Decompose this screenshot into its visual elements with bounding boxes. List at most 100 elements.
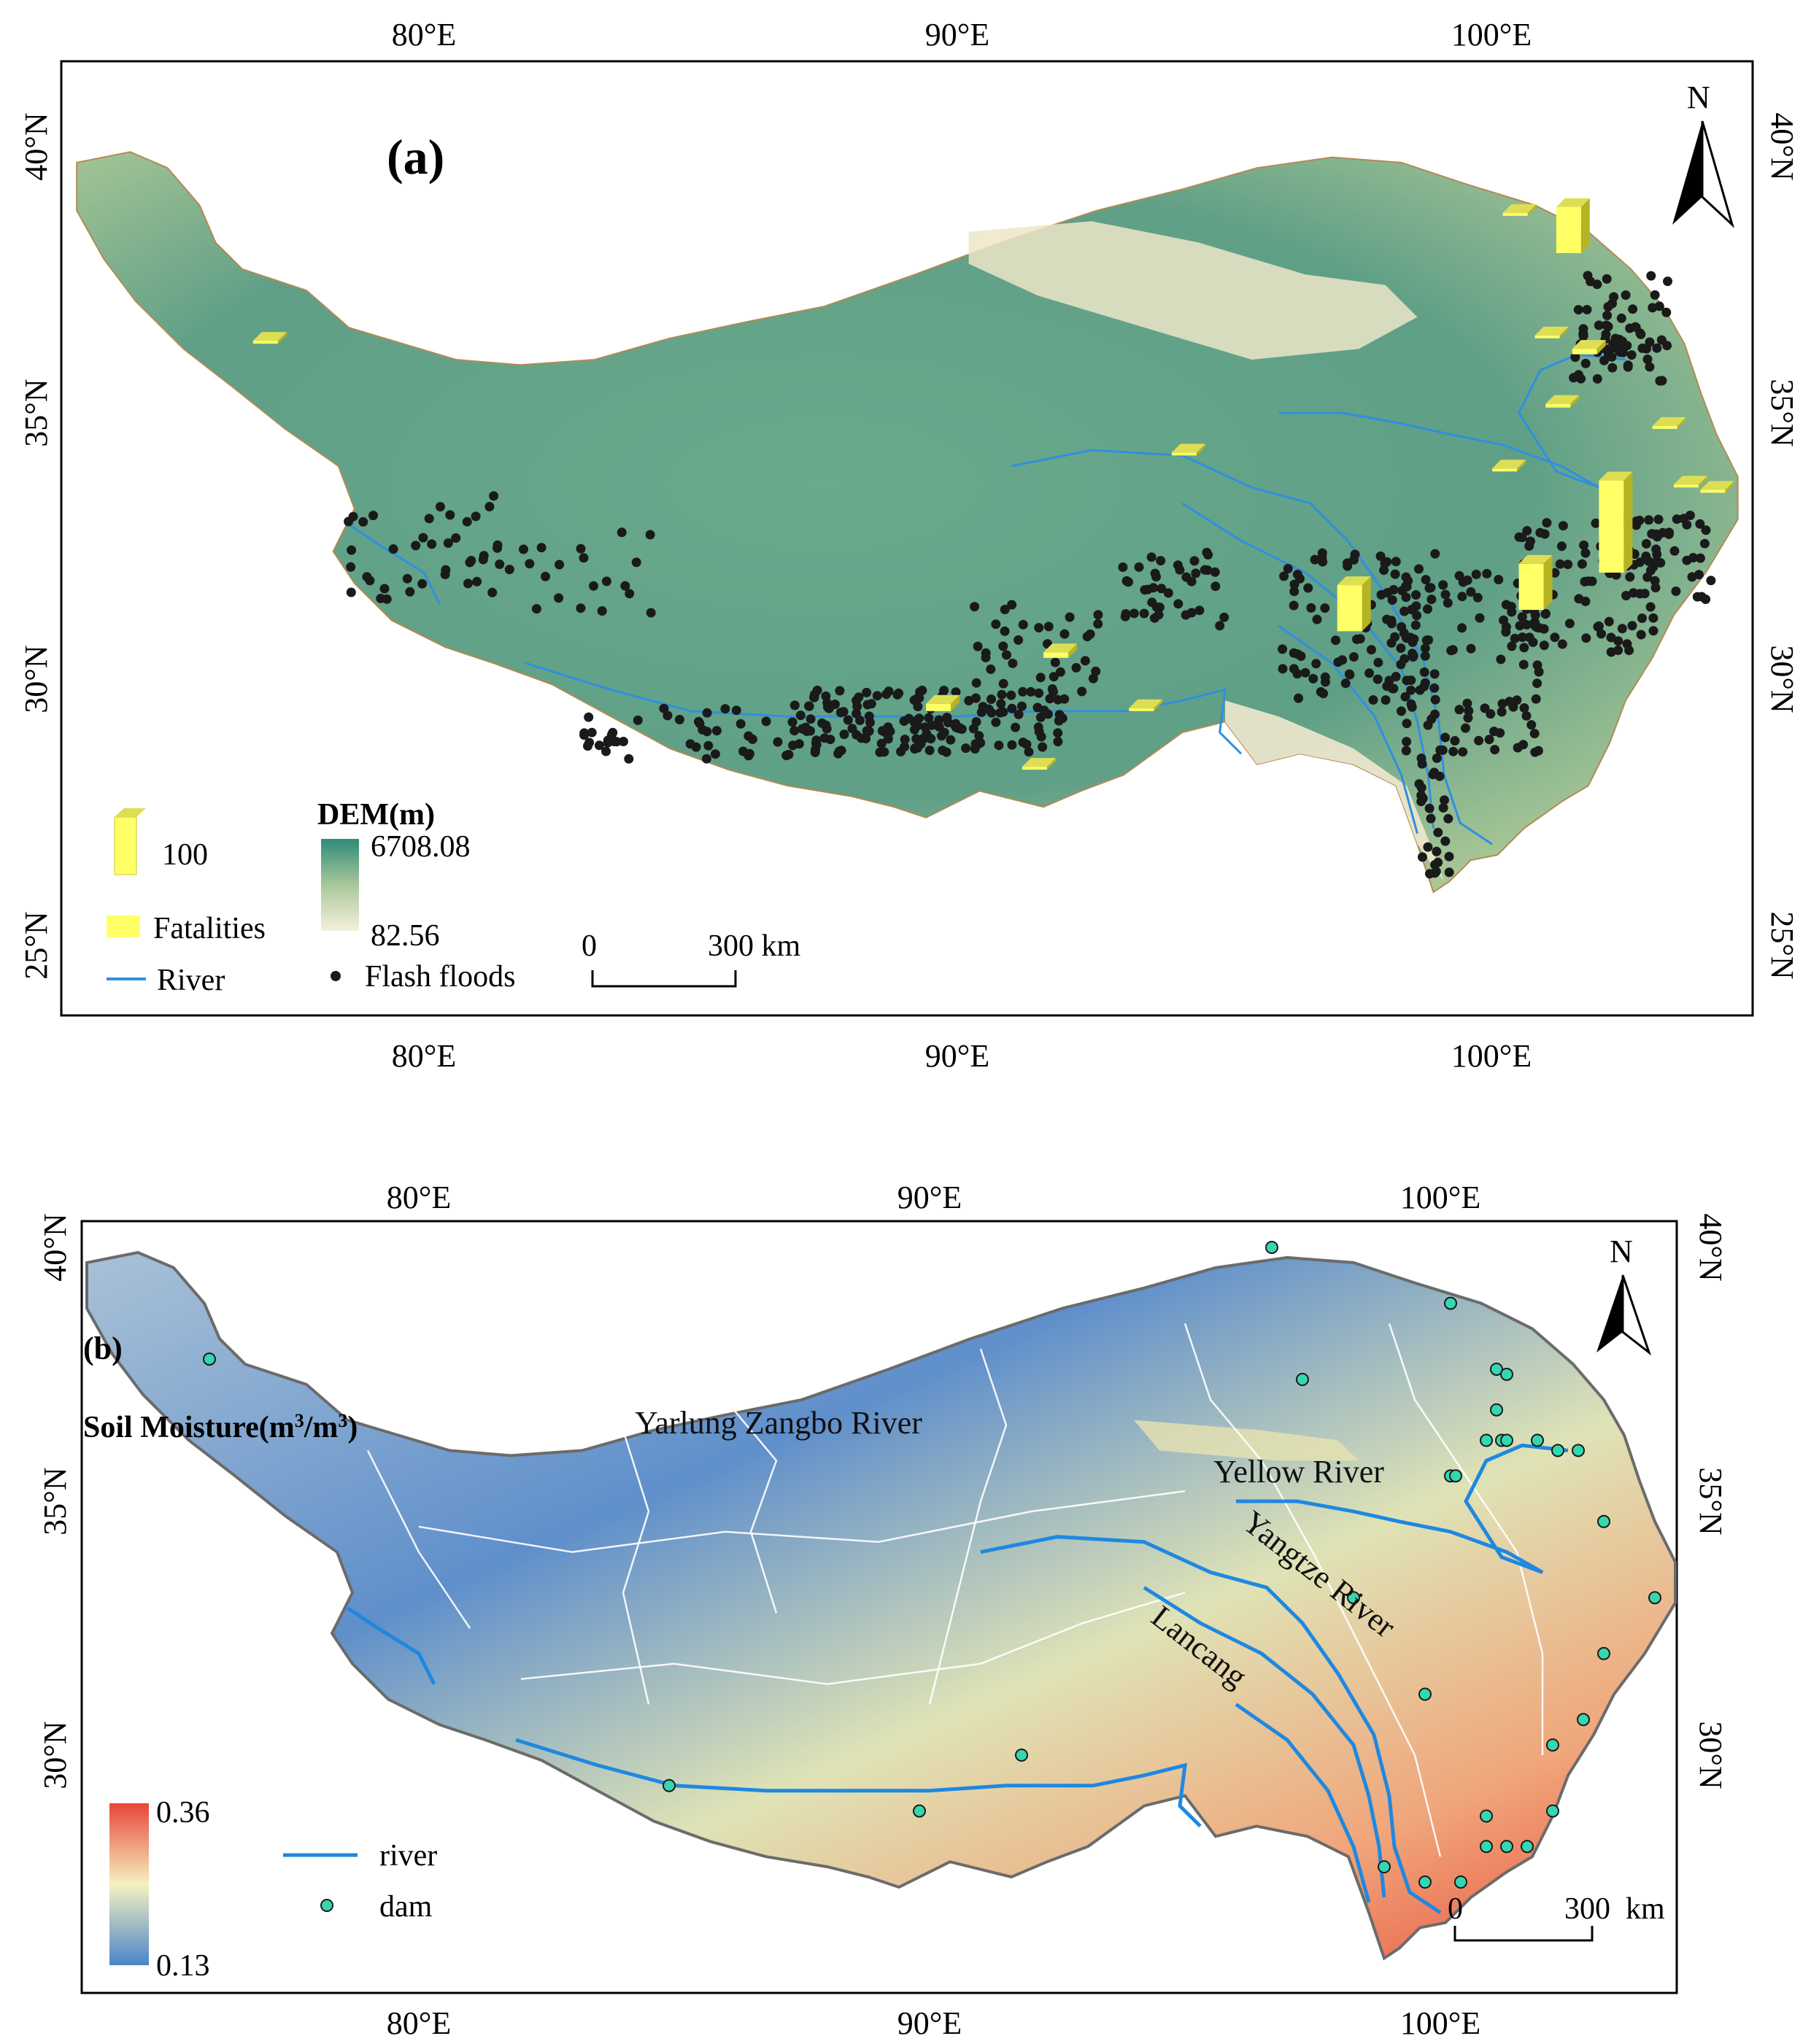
- flash-flood-point: [451, 533, 461, 543]
- flash-flood-point: [1093, 610, 1103, 620]
- flash-flood-point: [1426, 813, 1436, 824]
- flash-flood-point: [1007, 703, 1017, 713]
- flash-flood-point: [365, 576, 375, 586]
- panel-b-graticule-labels: 80°E 80°E 90°E 90°E 100°E 100°E 40°N 40°N 35°N 35…: [37, 1180, 1729, 2041]
- river-line: [515, 1738, 1202, 1828]
- flash-flood-point: [1650, 290, 1660, 300]
- flash-flood-point: [1402, 737, 1412, 747]
- flash-flood-point: [1457, 623, 1467, 633]
- flash-flood-point: [1071, 662, 1081, 673]
- flash-flood-point: [1414, 564, 1424, 574]
- flash-flood-point: [986, 694, 996, 704]
- flash-flood-point: [1513, 743, 1523, 753]
- fatality-bar: [1572, 340, 1606, 355]
- flash-flood-point: [1432, 753, 1442, 763]
- flash-flood-point: [1652, 549, 1662, 560]
- flash-flood-point: [368, 511, 378, 521]
- flash-flood-point: [811, 740, 822, 750]
- flash-flood-point: [974, 731, 984, 741]
- flash-flood-point: [1648, 613, 1659, 623]
- flash-flood-point: [471, 511, 481, 522]
- flash-flood-point: [789, 700, 800, 711]
- legend-dem-ramp: [321, 839, 359, 931]
- flash-flood-point: [1082, 632, 1092, 642]
- flash-flood-point: [806, 714, 816, 724]
- flash-flood-point: [1289, 587, 1300, 597]
- flash-flood-point: [1140, 585, 1150, 595]
- fatality-bar: [1492, 460, 1526, 472]
- flash-flood-point: [862, 700, 873, 710]
- flash-flood-point: [1570, 352, 1580, 363]
- flash-flood-point: [1438, 802, 1448, 813]
- basin-boundary: [520, 1592, 1186, 1685]
- dam-point: [913, 1804, 926, 1818]
- flash-flood-point: [968, 724, 978, 734]
- flash-flood-point: [1602, 274, 1612, 284]
- flash-flood-point: [1129, 608, 1139, 619]
- flash-flood-point: [936, 731, 946, 741]
- lat-tick-label: 40°N: [18, 112, 54, 180]
- north-arrow-label: N: [1687, 80, 1710, 115]
- flash-flood-point: [1320, 672, 1330, 682]
- flash-flood-point: [1053, 728, 1063, 738]
- flash-flood-point: [1210, 567, 1220, 577]
- flash-flood-point: [1599, 355, 1609, 365]
- flash-flood-point: [1622, 639, 1632, 649]
- flash-flood-point: [1661, 307, 1672, 317]
- flash-flood-point: [1059, 694, 1070, 704]
- river-line: [1236, 1443, 1569, 1574]
- flash-flood-point: [1317, 548, 1327, 558]
- fatality-bar: [1518, 554, 1553, 611]
- dam-point: [1480, 1809, 1493, 1823]
- flash-flood-point: [1017, 701, 1027, 711]
- flash-flood-point: [1518, 632, 1527, 642]
- flash-flood-point: [1695, 553, 1705, 563]
- flash-flood-point: [1490, 745, 1500, 755]
- flash-flood-point: [1650, 576, 1660, 586]
- flash-flood-point: [1448, 746, 1459, 756]
- flash-flood-point: [1391, 557, 1401, 567]
- fatality-bar: [1652, 417, 1686, 429]
- flash-flood-point: [1450, 736, 1460, 746]
- flash-flood-point: [731, 705, 741, 716]
- flash-flood-point: [1558, 521, 1568, 531]
- flash-flood-point: [927, 720, 937, 730]
- flash-flood-point: [1401, 581, 1411, 592]
- flash-flood-point: [1652, 343, 1662, 353]
- flash-flood-point: [1519, 643, 1529, 653]
- flash-flood-point: [912, 694, 922, 703]
- flash-flood-point: [1535, 527, 1545, 538]
- flash-flood-point: [694, 716, 703, 727]
- flash-flood-point: [1424, 803, 1434, 813]
- flash-flood-point: [1607, 298, 1618, 309]
- flash-flood-point: [1151, 602, 1162, 612]
- qaidam-basin-lowland: [968, 221, 1418, 360]
- flash-flood-point: [1306, 603, 1316, 613]
- dam-point: [1444, 1296, 1457, 1310]
- flash-flood-point: [1472, 592, 1483, 603]
- flash-flood-point: [1407, 702, 1417, 712]
- fatality-bar: [1043, 643, 1078, 658]
- flash-flood-point: [1093, 619, 1103, 629]
- basin-boundary: [418, 1490, 1186, 1553]
- flash-flood-point: [1444, 867, 1454, 878]
- flash-flood-point: [1563, 560, 1573, 570]
- flash-flood-point: [957, 724, 967, 734]
- flash-flood-point: [1581, 633, 1591, 643]
- flash-flood-point: [1055, 667, 1065, 677]
- flash-flood-point: [833, 748, 843, 759]
- legend-dem-min: 82.56: [371, 919, 440, 953]
- dam-points: [203, 1241, 1661, 1889]
- flash-flood-point: [1400, 692, 1410, 702]
- flash-flood-point: [1375, 551, 1386, 561]
- panel-a-label: (a): [387, 129, 444, 185]
- flash-flood-point: [555, 560, 565, 570]
- flash-flood-point: [1440, 836, 1451, 846]
- lon-tick-label: 100°E: [1400, 2005, 1480, 2041]
- flash-flood-point: [1512, 695, 1522, 705]
- flash-flood-point: [625, 589, 635, 599]
- flash-flood-point: [1320, 603, 1330, 613]
- flash-flood-point: [1340, 678, 1351, 689]
- flash-flood-point: [1059, 629, 1070, 639]
- fatality-bar: [1129, 699, 1163, 711]
